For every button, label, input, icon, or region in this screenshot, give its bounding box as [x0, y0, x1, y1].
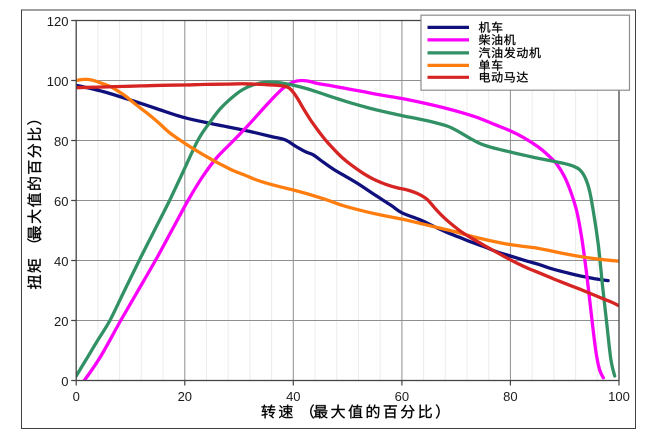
svg-text:20: 20: [54, 314, 68, 329]
svg-text:20: 20: [178, 389, 192, 404]
svg-text:80: 80: [503, 389, 517, 404]
svg-text:0: 0: [73, 389, 80, 404]
svg-text:60: 60: [54, 194, 68, 209]
svg-text:100: 100: [608, 389, 630, 404]
svg-text:40: 40: [286, 389, 300, 404]
svg-text:40: 40: [54, 254, 68, 269]
svg-text:80: 80: [54, 134, 68, 149]
svg-text:120: 120: [47, 14, 69, 29]
svg-text:100: 100: [47, 74, 69, 89]
svg-text:0: 0: [61, 374, 68, 389]
svg-text:60: 60: [395, 389, 409, 404]
